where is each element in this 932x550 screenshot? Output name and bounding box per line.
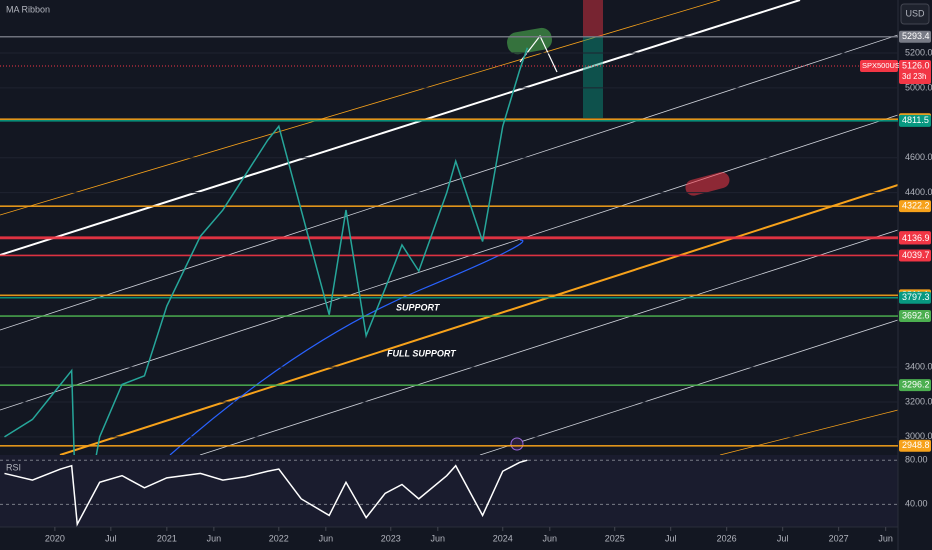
- position-stop: [583, 0, 603, 37]
- symbol-label: SPX500USD: [862, 61, 906, 70]
- annotation: FULL SUPPORT: [387, 348, 457, 358]
- y-tick-label: 3200.0: [905, 396, 932, 406]
- trend-line: [59, 184, 898, 455]
- level-tag: [899, 114, 931, 127]
- trend-line: [0, 0, 801, 256]
- grid: [0, 52, 898, 505]
- level-tag: [899, 249, 931, 262]
- level-label: 3692.6: [902, 310, 930, 320]
- rsi-pane: [0, 455, 898, 527]
- y-tick-label: 4400.0: [905, 187, 932, 197]
- x-tick-label: Jul: [777, 533, 789, 543]
- level-label: 2948.8: [902, 440, 930, 450]
- y-tick-label: 3000.0: [905, 431, 932, 441]
- level-tag: [899, 379, 931, 392]
- event-icon: [510, 437, 524, 451]
- countdown: 3d 23h: [902, 72, 926, 81]
- y2-tick-label: 80.00: [905, 455, 928, 465]
- level-label: 4136.9: [902, 233, 930, 243]
- position-target: [583, 37, 603, 118]
- moving-average: [169, 239, 524, 455]
- rsi-label: RSI: [6, 462, 21, 472]
- x-tick-label: 2026: [717, 533, 737, 543]
- trend-line: [719, 409, 898, 455]
- currency-box[interactable]: [900, 3, 930, 25]
- y2-tick-label: 40.00: [905, 499, 928, 509]
- x-tick-label: Jul: [665, 533, 677, 543]
- y-tick-label: 3400.0: [905, 361, 932, 371]
- x-tick-label: 2022: [269, 533, 289, 543]
- level-label: 3797.3: [902, 292, 930, 302]
- level-label: 4039.7: [902, 250, 930, 260]
- level-label: 5293.4: [902, 31, 930, 41]
- price-label: 5126.0: [902, 60, 930, 70]
- level-tag: [899, 291, 931, 304]
- level-tag: [899, 310, 931, 323]
- levels: [0, 35, 898, 447]
- highlight: [507, 27, 552, 55]
- level-tag: [899, 200, 931, 213]
- annotation: SUPPORT: [396, 302, 441, 312]
- level-label: 4811.5: [902, 115, 929, 125]
- x-tick-label: 2024: [493, 533, 513, 543]
- level-tag: [899, 439, 931, 452]
- trend-line: [0, 0, 721, 216]
- x-tick-label: 2021: [157, 533, 177, 543]
- symbol-tag: [860, 59, 898, 72]
- trend-line: [199, 229, 898, 455]
- level-label: 4322.2: [902, 201, 930, 211]
- rsi-line: [4, 459, 528, 527]
- y-tick-label: 5200.0: [905, 47, 932, 57]
- currency[interactable]: USD: [905, 8, 925, 18]
- x-tick-label: Jun: [319, 533, 334, 543]
- y-tick-label: 5000.0: [905, 82, 932, 92]
- trend-line: [479, 319, 898, 455]
- level-tag: [899, 232, 931, 245]
- x-tick-label: Jun: [543, 533, 558, 543]
- series-clip: [4, 47, 529, 455]
- x-tick-label: 2023: [381, 533, 401, 543]
- y-tick-label: 4600.0: [905, 152, 932, 162]
- price-tag: [899, 59, 931, 84]
- highlight: [685, 172, 730, 196]
- price-line: [4, 47, 529, 455]
- level-label: 3296.2: [902, 380, 930, 390]
- x-tick-label: Jul: [105, 533, 117, 543]
- indicator-label: MA Ribbon: [6, 4, 50, 14]
- x-tick-label: 2025: [605, 533, 625, 543]
- x-tick-label: 2027: [829, 533, 849, 543]
- x-tick-label: 2020: [45, 533, 65, 543]
- x-tick-label: Jun: [207, 533, 222, 543]
- x-tick-label: Jun: [878, 533, 893, 543]
- x-tick-label: Jun: [431, 533, 446, 543]
- series-clip: [4, 459, 528, 527]
- level-tag: [899, 30, 931, 43]
